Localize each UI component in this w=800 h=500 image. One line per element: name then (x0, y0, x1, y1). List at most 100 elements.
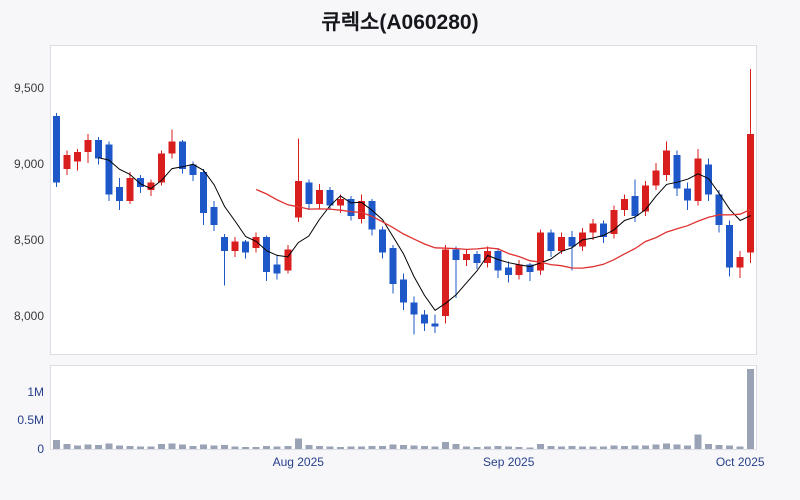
candle-body (189, 164, 197, 175)
candle-body (505, 267, 513, 276)
ma-line-ma5 (98, 157, 751, 311)
volume-chart[interactable] (51, 366, 756, 449)
price-chart-panel[interactable] (50, 45, 757, 355)
candle-body (200, 171, 208, 213)
candle-body (589, 223, 597, 233)
candle-body (442, 249, 450, 317)
volume-bar (273, 446, 281, 449)
volume-bar (410, 445, 418, 449)
volume-bar (431, 446, 439, 449)
candle-body (336, 199, 344, 206)
volume-bar (189, 446, 197, 449)
volume-bar (221, 445, 229, 449)
volume-bar (747, 368, 755, 449)
candle-body (136, 178, 144, 188)
candle-body (347, 199, 355, 216)
candle-body (263, 237, 271, 273)
volume-bar (684, 445, 692, 449)
candle-body (431, 323, 439, 327)
candle-body (673, 155, 681, 189)
candle-body (736, 256, 744, 268)
volume-chart-panel[interactable] (50, 365, 757, 450)
volume-bar (421, 446, 428, 449)
candle-body (147, 182, 155, 191)
price-tick-label: 9,500 (13, 81, 44, 96)
candle-body (168, 141, 176, 154)
volume-bar (578, 446, 586, 449)
candle-body (726, 225, 734, 268)
candle-body (526, 264, 534, 273)
candle-body (389, 247, 397, 285)
volume-bar (179, 444, 186, 449)
volume-bar (284, 446, 292, 449)
candle-body (126, 178, 134, 201)
candle-body (568, 237, 576, 247)
volume-bar (505, 446, 513, 449)
candle-body (747, 134, 755, 253)
volume-bar (400, 445, 407, 449)
volume-bar (536, 444, 544, 449)
volume-bar (526, 447, 534, 449)
volume-bar (631, 445, 639, 449)
volume-bar (568, 446, 576, 449)
candle-body (642, 185, 649, 212)
candle-body (379, 229, 386, 253)
candle-body (242, 241, 250, 253)
candle-body (105, 144, 113, 195)
time-tick-label: Aug 2025 (272, 455, 324, 469)
candle-body (494, 250, 502, 271)
volume-bar (252, 446, 260, 449)
volume-bar (599, 446, 607, 449)
ma-line-ma20 (255, 188, 751, 269)
candle-body (652, 170, 660, 186)
volume-bar (347, 446, 355, 449)
candle-body (599, 223, 607, 238)
volume-bar (305, 445, 313, 449)
volume-bar (663, 443, 671, 449)
volume-bar (494, 446, 502, 449)
volume-bar (158, 444, 165, 449)
volume-bar (210, 445, 218, 449)
candle-body (463, 253, 471, 260)
candle-body (515, 264, 523, 276)
volume-bar (52, 439, 60, 449)
volume-bar (705, 443, 713, 449)
volume-bar (136, 446, 144, 449)
candle-body (231, 241, 239, 251)
volume-bar (715, 445, 723, 449)
volume-bar (547, 445, 555, 449)
price-tick-label: 9,000 (13, 157, 44, 172)
candle-body (294, 181, 302, 218)
candle-body (115, 187, 123, 201)
candle-body (536, 232, 544, 271)
volume-bar (326, 446, 334, 449)
candle-body (410, 302, 418, 315)
volume-bar (263, 445, 271, 449)
volume-bar (621, 445, 628, 449)
volume-bar (515, 447, 523, 449)
volume-bar (673, 444, 681, 449)
candle-body (315, 190, 323, 204)
candle-body (368, 200, 376, 230)
volume-bar (473, 447, 481, 449)
candle-body (715, 194, 723, 225)
volume-bar (736, 446, 744, 449)
volume-bar (589, 446, 597, 449)
volume-bar (105, 443, 113, 449)
volume-bar (84, 444, 92, 449)
candle-body (326, 190, 334, 206)
candle-body (63, 155, 71, 169)
candle-body (621, 199, 628, 210)
volume-bar (63, 443, 71, 449)
volume-bar (726, 445, 734, 449)
volume-bar (652, 444, 660, 449)
candle-body (94, 140, 102, 159)
volume-tick-label: 1M (27, 384, 44, 399)
volume-bar (389, 444, 397, 449)
candle-body (610, 209, 618, 235)
candle-body (305, 182, 313, 204)
candlestick-chart[interactable] (51, 46, 756, 354)
volume-bar (463, 446, 471, 449)
volume-bar (126, 445, 134, 449)
candle-body (158, 153, 165, 183)
